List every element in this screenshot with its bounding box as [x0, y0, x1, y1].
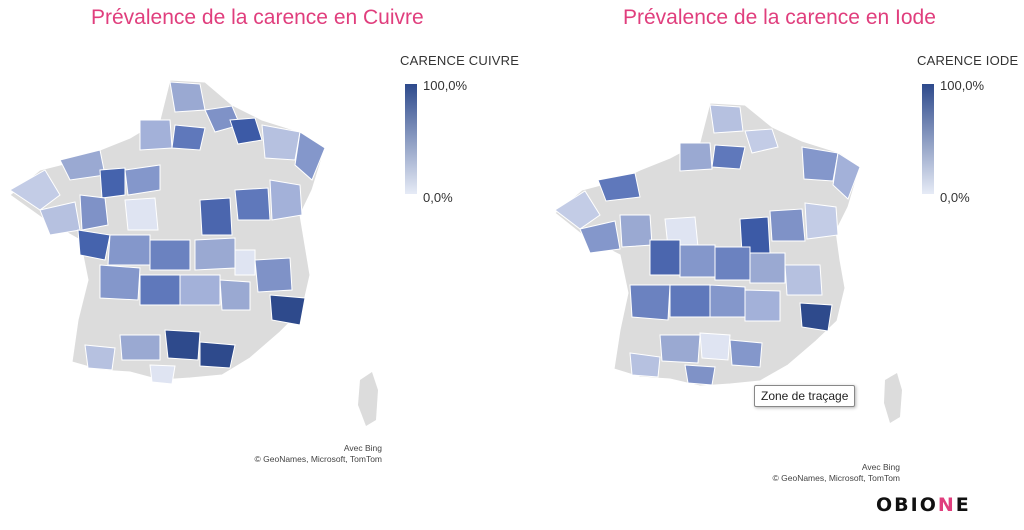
- corsica: [358, 372, 378, 426]
- legend-max-iode: 100,0%: [940, 78, 985, 93]
- map-title-iode: Prévalence de la carence en Iode: [623, 6, 936, 29]
- plot-area-tooltip: Zone de traçage: [754, 385, 856, 407]
- map-credits-iode: Avec Bing © GeoNames, Microsoft, TomTom: [740, 462, 901, 484]
- credit-line1: Avec Bing: [861, 462, 900, 472]
- france-map-iode[interactable]: [540, 95, 920, 425]
- legend-min-iode: 0,0%: [940, 190, 970, 205]
- legend-title-iode: CARENCE IODE: [917, 53, 1019, 68]
- credit-line2: © GeoNames, Microsoft, TomTom: [772, 473, 901, 483]
- legend-min-cuivre: 0,0%: [423, 190, 453, 205]
- map-credits-cuivre: Avec Bing © GeoNames, Microsoft, TomTom: [222, 443, 383, 465]
- legend-color-scale-cuivre: [405, 84, 417, 194]
- obione-logo: OBIONE: [876, 494, 971, 516]
- legend-color-scale-iode: [922, 84, 934, 194]
- credit-line2: © GeoNames, Microsoft, TomTom: [254, 454, 383, 464]
- corsica: [884, 373, 902, 423]
- map-title-cuivre: Prévalence de la carence en Cuivre: [91, 6, 424, 29]
- legend-max-cuivre: 100,0%: [423, 78, 468, 93]
- legend-title-cuivre: CARENCE CUIVRE: [400, 53, 520, 68]
- credit-line1: Avec Bing: [343, 443, 382, 453]
- france-map-cuivre[interactable]: [0, 70, 400, 430]
